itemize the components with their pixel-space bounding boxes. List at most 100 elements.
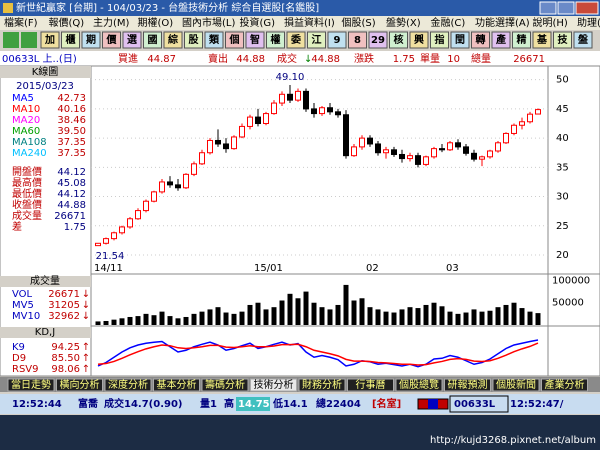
toolbar-button[interactable] bbox=[143, 31, 162, 49]
volume-legend-arrow: ↓ bbox=[82, 289, 90, 300]
tab-label[interactable]: 籌碼分析 bbox=[205, 378, 245, 391]
toolbar-button[interactable] bbox=[471, 31, 490, 49]
toolbar-button[interactable] bbox=[61, 31, 80, 49]
toolbar-label[interactable]: 國 bbox=[148, 34, 158, 46]
toolbar-button[interactable] bbox=[368, 31, 388, 49]
toolbar-label[interactable]: 類 bbox=[208, 33, 220, 46]
toolbar-button[interactable] bbox=[81, 31, 101, 49]
menu-item[interactable]: 個股(S) bbox=[342, 16, 376, 29]
toolbar-label[interactable]: 選 bbox=[127, 33, 137, 46]
toolbar-button[interactable] bbox=[532, 31, 552, 49]
menu-item[interactable]: 盤勢(X) bbox=[386, 16, 421, 29]
toolbar-label[interactable]: 基 bbox=[536, 33, 548, 46]
tab-label[interactable]: 產業分析 bbox=[545, 378, 585, 391]
toolbar-button[interactable] bbox=[40, 31, 60, 49]
toolbar-button[interactable] bbox=[122, 31, 142, 49]
toolbar-label[interactable]: 個 bbox=[229, 33, 240, 46]
tab-label[interactable]: 當日走勢 bbox=[11, 378, 51, 391]
menu-item[interactable]: 報價(Q) bbox=[49, 16, 85, 29]
toolbar-label[interactable]: 櫃 bbox=[66, 33, 76, 46]
toolbar-button[interactable] bbox=[450, 31, 470, 49]
ma-value: 37.35 bbox=[57, 148, 86, 159]
tab[interactable] bbox=[56, 378, 103, 392]
tab-label[interactable]: 行事曆 bbox=[356, 378, 386, 391]
menu-item[interactable]: 國內市場(L) bbox=[182, 16, 235, 29]
toolbar-button[interactable] bbox=[389, 31, 408, 49]
status-low: 低14.1 bbox=[272, 397, 308, 410]
toolbar-label[interactable]: 指 bbox=[435, 33, 445, 46]
chart-tool[interactable] bbox=[21, 32, 37, 48]
volume-bar bbox=[199, 311, 205, 325]
toolbar-label[interactable]: 精 bbox=[517, 33, 527, 46]
toolbar-button[interactable] bbox=[225, 31, 244, 49]
toolbar-button[interactable] bbox=[430, 31, 449, 49]
menu-item[interactable]: 損益資料(I) bbox=[284, 16, 335, 29]
tab-label[interactable]: 個股總覽 bbox=[399, 378, 439, 391]
tab[interactable] bbox=[492, 378, 540, 392]
menu-item[interactable]: 功能選擇(A) bbox=[475, 16, 530, 29]
toolbar-button[interactable] bbox=[307, 31, 326, 49]
toolbar-label[interactable]: 技 bbox=[558, 33, 569, 46]
maximize-button[interactable] bbox=[557, 1, 575, 15]
minimize-button[interactable] bbox=[539, 1, 557, 15]
toolbar-label[interactable]: 興 bbox=[414, 33, 424, 46]
toolbar-label[interactable]: 轉 bbox=[476, 33, 486, 46]
toolbar-button[interactable] bbox=[163, 31, 183, 49]
menu-item[interactable]: 主力(M) bbox=[93, 16, 130, 29]
toolbar-label[interactable]: 委 bbox=[290, 33, 302, 46]
toolbar-label[interactable]: 價 bbox=[106, 33, 118, 46]
tab-label[interactable]: 基本分析 bbox=[157, 378, 197, 391]
toolbar-label[interactable]: 期 bbox=[86, 33, 96, 46]
tab[interactable] bbox=[347, 378, 394, 392]
toolbar-label[interactable]: 智 bbox=[250, 33, 260, 46]
tab[interactable] bbox=[444, 378, 491, 392]
tab-label[interactable]: 深度分析 bbox=[108, 378, 148, 391]
toolbar-label[interactable]: 9 bbox=[334, 35, 341, 46]
toolbar-label[interactable]: 綜 bbox=[168, 33, 178, 46]
toolbar-label[interactable]: 閏 bbox=[455, 34, 465, 46]
toolbar-button[interactable] bbox=[286, 31, 306, 49]
tab[interactable] bbox=[201, 378, 249, 392]
tab-label[interactable]: 技術分析 bbox=[254, 378, 294, 391]
menu-item[interactable]: 說明(H) bbox=[533, 16, 568, 29]
tab[interactable] bbox=[298, 378, 346, 392]
toolbar-label[interactable]: 江 bbox=[312, 33, 322, 46]
toolbar-button[interactable] bbox=[409, 31, 429, 49]
toolbar-button[interactable] bbox=[327, 31, 347, 49]
tab-label[interactable]: 研報預測 bbox=[448, 378, 488, 391]
search-tool[interactable] bbox=[3, 32, 19, 48]
toolbar-label[interactable]: 8 bbox=[354, 35, 361, 46]
tab[interactable] bbox=[153, 378, 200, 392]
toolbar-button[interactable] bbox=[245, 31, 265, 49]
menu-item[interactable]: 助理(Z) bbox=[577, 16, 600, 29]
tab[interactable] bbox=[7, 378, 55, 392]
tab-label[interactable]: 個股新聞 bbox=[496, 378, 536, 391]
close-button[interactable] bbox=[575, 1, 599, 15]
tab[interactable] bbox=[250, 378, 297, 392]
menu-item[interactable]: 期權(O) bbox=[138, 16, 174, 29]
menu-item[interactable]: 檔案(F) bbox=[4, 16, 38, 29]
toolbar-button[interactable] bbox=[348, 31, 367, 49]
toolbar-button[interactable] bbox=[102, 31, 121, 49]
toolbar-label[interactable]: 加 bbox=[44, 33, 55, 46]
toolbar-button[interactable] bbox=[204, 31, 224, 49]
toolbar-label[interactable]: 核 bbox=[394, 33, 404, 46]
toolbar-button[interactable] bbox=[573, 31, 593, 49]
toolbar-label[interactable]: 29 bbox=[371, 35, 385, 46]
toolbar-button[interactable] bbox=[553, 31, 572, 49]
toolbar-button[interactable] bbox=[266, 31, 285, 49]
toolbar-button[interactable] bbox=[512, 31, 531, 49]
tab[interactable] bbox=[395, 378, 443, 392]
toolbar-button[interactable] bbox=[184, 31, 203, 49]
toolbar-label[interactable]: 盤 bbox=[577, 33, 589, 46]
menu-item[interactable]: 投資(G) bbox=[240, 16, 276, 29]
toolbar-label[interactable]: 產 bbox=[495, 33, 506, 46]
tab-label[interactable]: 財務分析 bbox=[302, 378, 342, 391]
tab[interactable] bbox=[541, 378, 588, 392]
toolbar-button[interactable] bbox=[491, 31, 511, 49]
toolbar-label[interactable]: 權 bbox=[271, 33, 281, 46]
tab[interactable] bbox=[104, 378, 152, 392]
tab-label[interactable]: 橫向分析 bbox=[60, 378, 100, 391]
menu-item[interactable]: 金融(C) bbox=[431, 16, 466, 29]
toolbar-label[interactable]: 股 bbox=[189, 34, 200, 46]
